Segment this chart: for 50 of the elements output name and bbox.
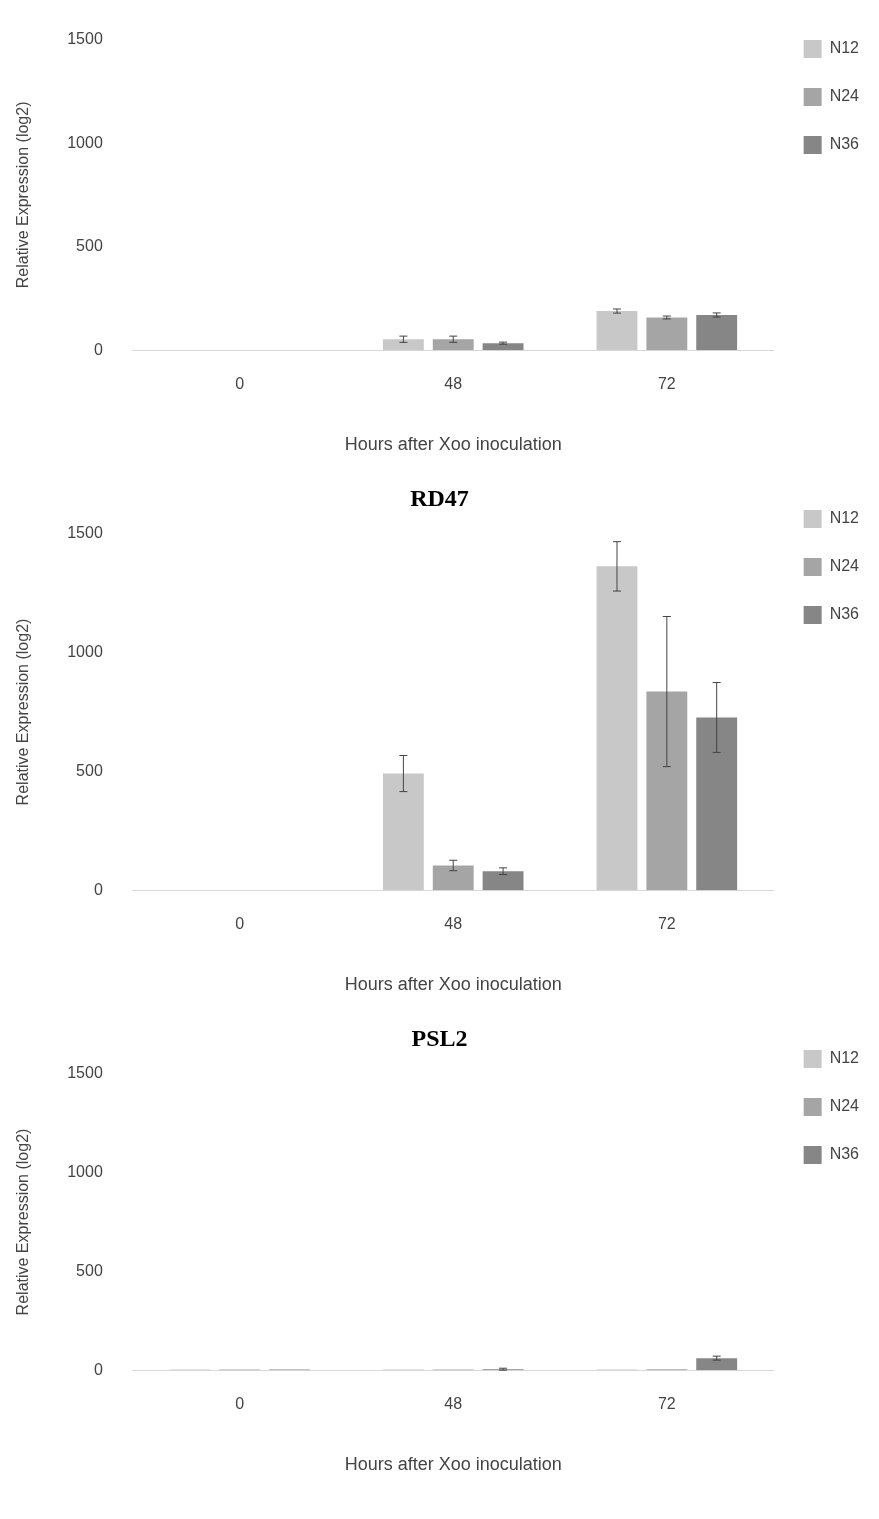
bar bbox=[482, 871, 524, 891]
legend-label: N24 bbox=[829, 87, 860, 105]
x-tick-label: 48 bbox=[444, 1395, 463, 1413]
bar bbox=[432, 865, 474, 891]
bar bbox=[646, 691, 688, 891]
legend-label: N36 bbox=[829, 605, 860, 623]
y-axis-title: Relative Expression (log2) bbox=[14, 1128, 32, 1316]
x-tick-label: 0 bbox=[235, 375, 245, 393]
x-tick-label: 72 bbox=[657, 915, 676, 933]
legend-label: N12 bbox=[829, 1049, 860, 1067]
legend-label: N24 bbox=[829, 1097, 860, 1115]
x-axis-title: Hours after Xoo inoculation bbox=[344, 974, 562, 995]
chart-title: PSL2 bbox=[411, 1024, 468, 1051]
bar bbox=[432, 339, 474, 351]
y-tick-label: 1500 bbox=[67, 30, 103, 48]
x-tick-label: 0 bbox=[235, 1395, 245, 1413]
y-tick-label: 500 bbox=[76, 237, 103, 255]
x-axis-title: Hours after Xoo inoculation bbox=[344, 434, 562, 455]
x-tick-label: 72 bbox=[657, 375, 676, 393]
legend-label: N12 bbox=[829, 39, 860, 57]
x-tick-label: 48 bbox=[444, 375, 463, 393]
y-tick-label: 0 bbox=[93, 1360, 103, 1378]
y-tick-label: 1000 bbox=[67, 133, 103, 151]
bar bbox=[646, 317, 688, 351]
y-tick-label: 500 bbox=[76, 1261, 103, 1279]
y-tick-label: 1000 bbox=[67, 643, 103, 661]
y-tick-label: 1500 bbox=[67, 1064, 103, 1082]
bar bbox=[482, 343, 524, 351]
y-tick-label: 1000 bbox=[67, 1163, 103, 1181]
y-tick-label: 0 bbox=[93, 880, 103, 898]
legend-label: N36 bbox=[829, 135, 860, 153]
x-axis-title: Hours after Xoo inoculation bbox=[344, 1454, 562, 1475]
x-tick-label: 48 bbox=[444, 915, 463, 933]
y-tick-label: 500 bbox=[76, 761, 103, 779]
bar bbox=[696, 717, 738, 891]
y-axis-title: Relative Expression (log2) bbox=[14, 618, 32, 806]
bar bbox=[696, 315, 738, 351]
y-tick-label: 0 bbox=[93, 340, 103, 358]
legend-label: N24 bbox=[829, 557, 860, 575]
bar bbox=[596, 566, 638, 891]
bar bbox=[382, 339, 424, 351]
legend-label: N36 bbox=[829, 1145, 860, 1163]
bar bbox=[596, 311, 638, 351]
chart-title: RD47 bbox=[410, 484, 469, 511]
bar bbox=[382, 773, 424, 891]
x-tick-label: 72 bbox=[657, 1395, 676, 1413]
x-tick-label: 0 bbox=[235, 915, 245, 933]
y-tick-label: 1500 bbox=[67, 524, 103, 542]
legend-label: N12 bbox=[829, 509, 860, 527]
y-axis-title: Relative Expression (log2) bbox=[14, 101, 32, 289]
